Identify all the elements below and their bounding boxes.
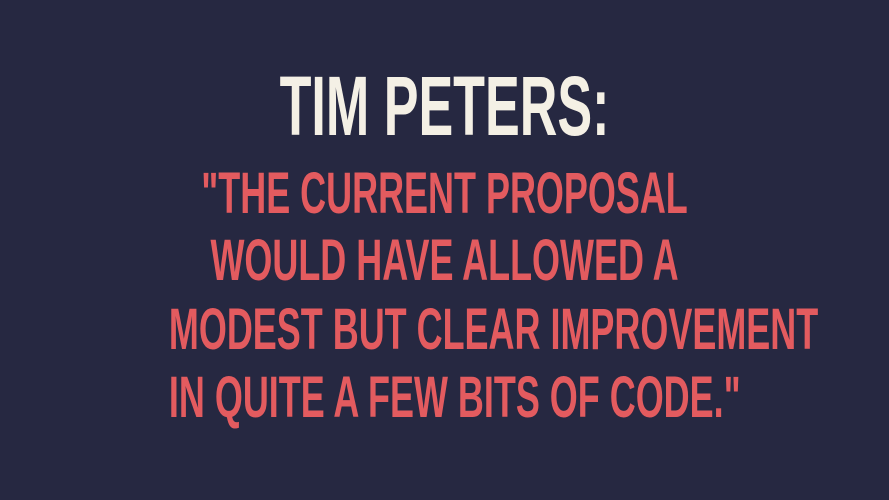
quote-line-2: WOULD HAVE ALLOWED A bbox=[210, 228, 679, 293]
quote-line-1: "THE CURRENT PROPOSAL bbox=[201, 161, 688, 226]
slide-title: TIM PETERS: bbox=[279, 59, 610, 153]
quote-line-4: IN QUITE A FEW BITS OF CODE." bbox=[168, 365, 741, 430]
quote-line-3: MODEST BUT CLEAR IMPROVEMENT bbox=[168, 297, 819, 362]
